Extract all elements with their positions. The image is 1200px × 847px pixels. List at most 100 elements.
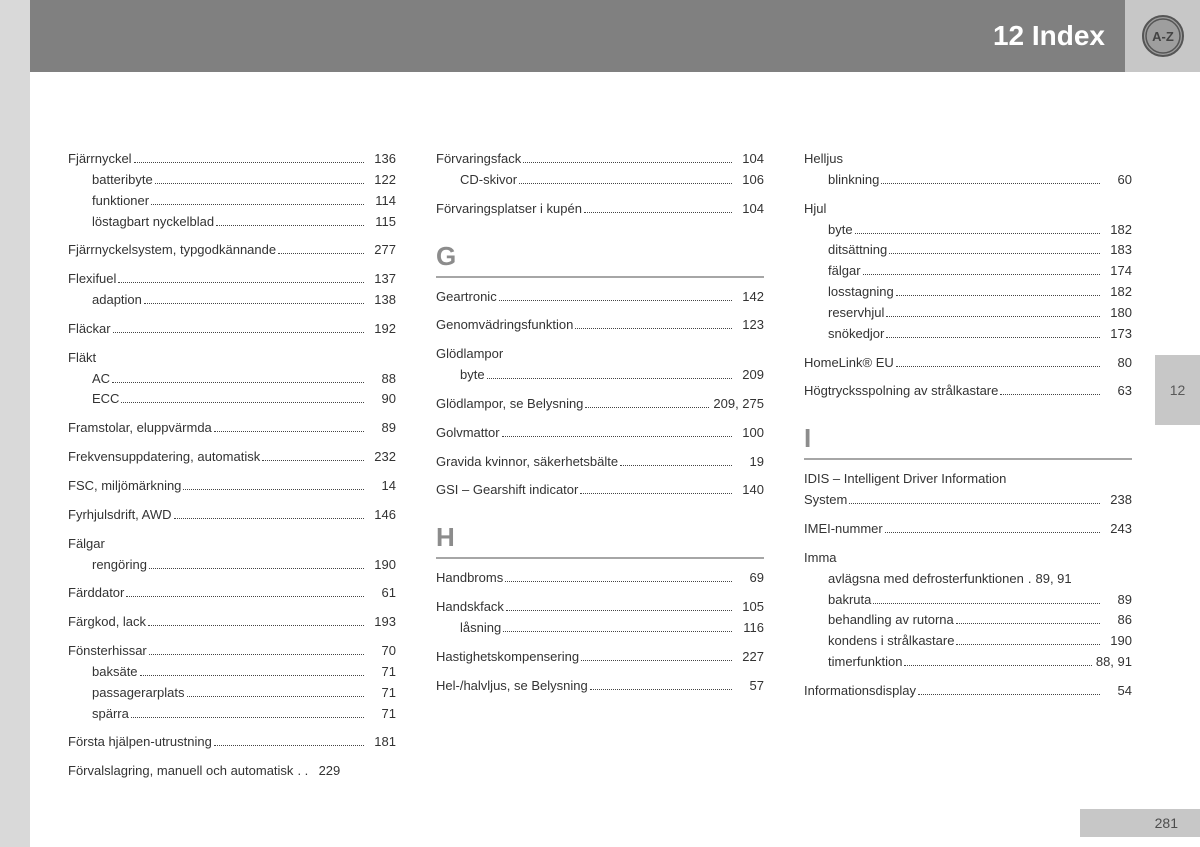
entry-page: 209	[736, 366, 764, 385]
index-entry: IDIS – Intelligent Driver Information	[804, 470, 1132, 489]
entry-gap	[436, 473, 764, 481]
entry-label: löstagbart nyckelblad	[92, 213, 214, 232]
index-entry: Fjärrnyckelsystem, typgodkännande277	[68, 241, 396, 260]
index-subentry: ECC90	[68, 390, 396, 409]
index-column: Förvaringsfack104CD-skivor106Förvaringsp…	[436, 150, 764, 783]
entry-label: Hel-/halvljus, se Belysning	[436, 677, 588, 696]
entry-gap	[436, 445, 764, 453]
leader-dots	[863, 274, 1100, 275]
entry-label: Fönsterhissar	[68, 642, 147, 661]
leader-dots	[126, 596, 364, 597]
entry-label: behandling av rutorna	[828, 611, 954, 630]
entry-label: System	[804, 491, 847, 510]
entry-page: 137	[368, 270, 396, 289]
entry-gap	[804, 374, 1132, 382]
entry-label: CD-skivor	[460, 171, 517, 190]
leader-dots	[904, 665, 1091, 666]
entry-page: 60	[1104, 171, 1132, 190]
entry-label: ECC	[92, 390, 119, 409]
entry-gap	[436, 590, 764, 598]
entry-page: 193	[368, 613, 396, 632]
entry-label: Färddator	[68, 584, 124, 603]
entry-page: 190	[1104, 632, 1132, 651]
leader-dots	[144, 303, 364, 304]
leader-dots	[885, 532, 1100, 533]
leader-dots	[585, 407, 709, 408]
entry-label: Hjul	[804, 200, 826, 219]
leader-dots	[151, 204, 364, 205]
entry-gap	[68, 262, 396, 270]
index-subentry: losstagning182	[804, 283, 1132, 302]
leader-dots	[499, 300, 732, 301]
entry-page: 54	[1104, 682, 1132, 701]
index-subentry: funktioner114	[68, 192, 396, 211]
entry-gap	[68, 469, 396, 477]
index-entry: Handskfack105	[436, 598, 764, 617]
index-subentry: CD-skivor106	[436, 171, 764, 190]
leader-dots	[148, 625, 364, 626]
leader-dots	[889, 253, 1100, 254]
index-entry: Fönsterhissar70	[68, 642, 396, 661]
entry-page: 181	[368, 733, 396, 752]
entry-gap	[68, 411, 396, 419]
index-subentry: baksäte71	[68, 663, 396, 682]
entry-label: Glödlampor	[436, 345, 503, 364]
index-entry: Handbroms69	[436, 569, 764, 588]
index-entry: Golvmattor100	[436, 424, 764, 443]
entry-label: Glödlampor, se Belysning	[436, 395, 583, 414]
leader-dots	[896, 366, 1100, 367]
entry-gap	[436, 192, 764, 200]
entry-label: Flexifuel	[68, 270, 116, 289]
entry-label: Golvmattor	[436, 424, 500, 443]
entry-label: Första hjälpen-utrustning	[68, 733, 212, 752]
entry-label: Handbroms	[436, 569, 503, 588]
index-entry: Helljus	[804, 150, 1132, 169]
svg-text:A-Z: A-Z	[1152, 29, 1174, 44]
entry-label: Fälgar	[68, 535, 105, 554]
index-subentry: reservhjul180	[804, 304, 1132, 323]
entry-label: Geartronic	[436, 288, 497, 307]
entry-page: 88, 91	[1096, 653, 1132, 672]
entry-label: Frekvensuppdatering, automatisk	[68, 448, 260, 467]
index-column: Fjärrnyckel136batteribyte122funktioner11…	[68, 150, 396, 783]
entry-page: 229	[312, 762, 340, 781]
leader-dots	[112, 382, 364, 383]
entry-label: funktioner	[92, 192, 149, 211]
entry-gap	[436, 640, 764, 648]
entry-page: 277	[368, 241, 396, 260]
chapter-tab: 12	[1155, 355, 1200, 425]
index-subentry: ditsättning183	[804, 241, 1132, 260]
entry-gap	[68, 312, 396, 320]
index-subentry: fälgar174	[804, 262, 1132, 281]
index-subentry: AC88	[68, 370, 396, 389]
entry-page: 71	[368, 705, 396, 724]
entry-label: GSI – Gearshift indicator	[436, 481, 578, 500]
entry-label: passagerarplats	[92, 684, 185, 703]
entry-label: Förvalslagring, manuell och automatisk	[68, 762, 293, 781]
index-entry: GSI – Gearshift indicator140	[436, 481, 764, 500]
leader-dots	[886, 337, 1100, 338]
entry-label: Hastighetskompensering	[436, 648, 579, 667]
a-z-icon: A-Z	[1141, 14, 1185, 58]
section-rule	[436, 557, 764, 559]
entry-label: IDIS – Intelligent Driver Information	[804, 470, 1006, 489]
entry-label: FSC, miljömärkning	[68, 477, 181, 496]
section-rule	[436, 276, 764, 278]
entry-page: 182	[1104, 221, 1132, 240]
entry-label: Fjärrnyckel	[68, 150, 132, 169]
leader-dots	[149, 568, 364, 569]
entry-label: Färgkod, lack	[68, 613, 146, 632]
entry-label: Fläckar	[68, 320, 111, 339]
entry-label: AC	[92, 370, 110, 389]
leader-dots	[121, 402, 364, 403]
leader-dots	[155, 183, 364, 184]
index-entry: Imma	[804, 549, 1132, 568]
index-entry: Första hjälpen-utrustning 181	[68, 733, 396, 752]
leader-dots	[503, 631, 732, 632]
index-subentry: byte209	[436, 366, 764, 385]
entry-label: spärra	[92, 705, 129, 724]
leader-dots	[575, 328, 732, 329]
entry-label: IMEI-nummer	[804, 520, 883, 539]
section-letter: G	[436, 241, 764, 272]
entry-label: blinkning	[828, 171, 879, 190]
